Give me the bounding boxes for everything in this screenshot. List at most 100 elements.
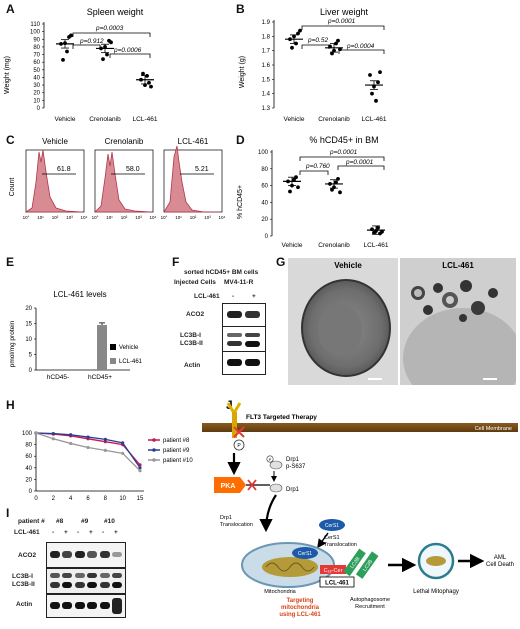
panel-h-point bbox=[103, 437, 107, 441]
panel-c-ylabel: Count bbox=[9, 178, 16, 197]
drp1-trans-b: Translocation bbox=[220, 522, 253, 528]
panel-b-ytick-label: 1.9 bbox=[262, 20, 271, 26]
band bbox=[227, 333, 242, 337]
panel-a-ytick-label: 40 bbox=[33, 75, 40, 81]
panel-a-point bbox=[105, 52, 109, 57]
band bbox=[245, 333, 260, 337]
panel-b-point bbox=[376, 80, 380, 85]
panel-e-cat-0: hCD45- bbox=[47, 374, 69, 381]
panel-i-blot-aco2 bbox=[46, 542, 126, 568]
panel-h-xtick-label: 2 bbox=[52, 496, 56, 502]
flt3-receptor-stem bbox=[232, 412, 237, 438]
panel-a-ytick-label: 20 bbox=[33, 91, 40, 97]
panel-f-row-actin: Actin bbox=[184, 362, 201, 369]
panel-b-ytick-label: 1.3 bbox=[262, 106, 271, 112]
panel-a-ytick-label: 110 bbox=[30, 22, 40, 28]
panel-d-point bbox=[288, 189, 292, 194]
panel-b-p-vl: p=0.0001 bbox=[327, 18, 356, 25]
panel-f-header-1: sorted hCD45+ BM cells bbox=[184, 269, 259, 276]
panel-h-ytick-label: 20 bbox=[25, 477, 32, 483]
panel-e-chart: LCL-461 levels pmol/mg protein 05101520 … bbox=[9, 290, 143, 381]
panel-a-ytick-label: 60 bbox=[33, 60, 40, 66]
panel-c-pct-2: 5.21 bbox=[195, 166, 209, 173]
panel-d-chart: % hCD45+ in BM % hCD45+ 0 20 40 60 80 100 p=0… bbox=[237, 135, 389, 249]
panel-b-point bbox=[290, 45, 294, 50]
panel-i-patient-label: patient # bbox=[18, 518, 45, 525]
panel-b-ytick-label: 1.7 bbox=[262, 49, 271, 55]
panel-letter-g: G bbox=[276, 255, 286, 269]
panel-h-point bbox=[121, 441, 125, 445]
em-vacuoles bbox=[411, 280, 498, 322]
panel-h-point bbox=[69, 433, 73, 437]
c18-cer-label: C₁₈-Cer bbox=[324, 568, 343, 574]
phospho-label: P bbox=[237, 443, 241, 449]
band bbox=[227, 311, 242, 318]
panel-letter-c: C bbox=[6, 133, 15, 147]
panel-e-legend-0: Vehicle bbox=[119, 345, 139, 351]
panel-c-xtick: 10² bbox=[190, 215, 197, 220]
panel-letter-f: F bbox=[172, 255, 180, 269]
panel-e-ytick-label: 0 bbox=[29, 368, 33, 374]
panel-b-point bbox=[378, 70, 382, 75]
panel-d-point bbox=[334, 180, 338, 185]
panel-letter-b: B bbox=[236, 2, 245, 16]
panel-d-ytick-label: 60 bbox=[261, 184, 268, 190]
pka-label: PKA bbox=[221, 483, 236, 490]
panel-a-p-cl: p=0.0006 bbox=[113, 47, 142, 54]
auto-b: Recruitment bbox=[355, 604, 385, 610]
panel-a-ytick-label: 70 bbox=[33, 53, 40, 59]
panel-c-xtick: 10¹ bbox=[37, 215, 44, 220]
panel-i-patient-1: #9 bbox=[81, 518, 89, 525]
panel-d-ytick-label: 20 bbox=[261, 217, 268, 223]
panel-d-cat-2: LCL-461 bbox=[364, 242, 389, 249]
panel-h-xtick-label: 6 bbox=[86, 496, 90, 502]
panel-h-xtick-label: 15 bbox=[137, 496, 144, 502]
panel-c-histogram bbox=[163, 145, 220, 213]
panel-d-cat-1: Crenolanib bbox=[318, 242, 350, 249]
panel-h-xtick-label: 8 bbox=[104, 496, 108, 502]
panel-b-ytick-label: 1.4 bbox=[262, 92, 271, 98]
panel-f-blot-actin bbox=[222, 351, 266, 375]
panel-c-xtick: 10² bbox=[121, 215, 128, 220]
engulfed-mito-icon bbox=[426, 556, 446, 566]
panel-c-xtick: 10° bbox=[92, 215, 99, 220]
panel-c-histogram bbox=[24, 149, 83, 213]
panel-a-ytick-label: 80 bbox=[33, 45, 40, 51]
panel-e-legend-swatch-1 bbox=[110, 358, 116, 364]
panel-h-ytick-label: 0 bbox=[29, 489, 33, 495]
drp1-p-label: Drp1 bbox=[286, 457, 300, 463]
panel-a-cat-2: LCL-461 bbox=[133, 116, 158, 123]
panel-e-title: LCL-461 levels bbox=[53, 290, 106, 299]
panel-a-point bbox=[141, 71, 145, 76]
drp1-trans-a: Drp1 bbox=[220, 515, 232, 521]
panel-d-point bbox=[296, 185, 300, 190]
drp1-label: Drp1 bbox=[286, 487, 300, 493]
panel-f-row-lc3bii: LC3B-II bbox=[180, 340, 203, 347]
aml-b: Cell Death bbox=[486, 562, 514, 568]
panel-letter-h: H bbox=[6, 398, 15, 412]
panel-c-xtick: 10° bbox=[23, 215, 30, 220]
panel-c-xtick: 10¹ bbox=[175, 215, 182, 220]
panel-c-title-2: LCL-461 bbox=[178, 137, 209, 146]
drp1-p637-label: p-S637 bbox=[286, 464, 306, 470]
panel-h-xtick-label: 4 bbox=[69, 496, 73, 502]
panel-h-point bbox=[86, 435, 90, 439]
drp1-icon bbox=[269, 483, 283, 493]
panel-c-xtick: 10³ bbox=[66, 215, 73, 220]
panel-d-ytick-label: 100 bbox=[258, 150, 269, 156]
panel-j-schematic: Cell Membrane FLT3 Targeted Therapy P PK… bbox=[202, 402, 518, 618]
panel-e-ylabel: pmol/mg protein bbox=[9, 320, 16, 367]
block-x-icon bbox=[233, 426, 245, 438]
scale-bar bbox=[368, 378, 382, 380]
panel-b-point bbox=[370, 91, 374, 96]
panel-e-ytick-label: 5 bbox=[29, 353, 33, 359]
lcl461-box-label: LCL-461 bbox=[325, 581, 349, 587]
panel-a-point bbox=[65, 49, 69, 54]
block-x-icon bbox=[247, 479, 257, 491]
panel-g-label-1: LCL-461 bbox=[442, 261, 474, 270]
panel-f-western: sorted hCD45+ BM cells Injected Cells MV… bbox=[172, 255, 282, 385]
panel-d-cat-0: Vehicle bbox=[282, 242, 303, 249]
panel-c-xtick: 10¹ bbox=[106, 215, 113, 220]
panel-a-ytick-label: 30 bbox=[33, 83, 40, 89]
